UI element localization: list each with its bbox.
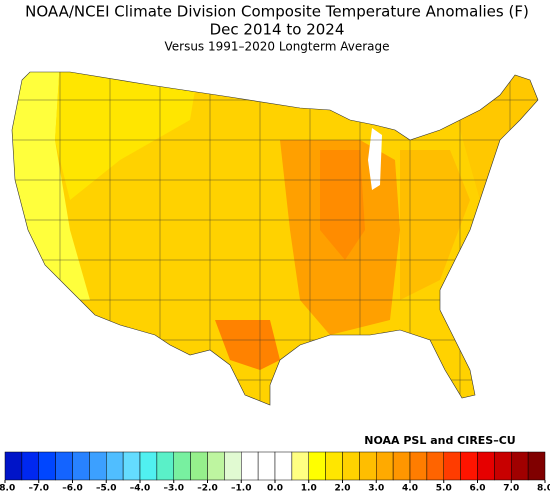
- us-outline: [11, 71, 539, 406]
- color-swatch: [89, 451, 107, 481]
- color-swatch: [325, 451, 343, 481]
- color-swatch: [274, 451, 293, 481]
- lake: [368, 128, 382, 190]
- color-swatch: [106, 451, 124, 481]
- color-swatch: [224, 451, 242, 481]
- credit: NOAA PSL and CIRES–CU: [364, 434, 515, 447]
- tick-label: –5.0: [96, 484, 116, 492]
- tick-label: 1.0: [301, 484, 317, 492]
- tick-label: –4.0: [130, 484, 150, 492]
- region-fill: [215, 320, 280, 370]
- color-swatch: [72, 451, 90, 481]
- color-swatch: [308, 451, 326, 481]
- color-swatch: [392, 451, 411, 481]
- color-swatch: [4, 451, 23, 481]
- color-swatch: [173, 451, 191, 481]
- tick-label: 4.0: [402, 484, 418, 492]
- tick-label: 6.0: [470, 484, 486, 492]
- color-swatch: [527, 451, 546, 481]
- subtitle: Versus 1991–2020 Longterm Average: [164, 40, 389, 54]
- tick-label: 2.0: [335, 484, 351, 492]
- color-swatch: [477, 451, 495, 481]
- color-swatch: [342, 451, 360, 481]
- tick-label: –3.0: [164, 484, 184, 492]
- us-map: [12, 72, 538, 405]
- tick-label: 7.0: [503, 484, 519, 492]
- tick-label: –2.0: [197, 484, 217, 492]
- period: Dec 2014 to 2024: [210, 21, 345, 39]
- color-swatch: [55, 451, 73, 481]
- color-swatch: [257, 451, 276, 481]
- color-swatch: [241, 451, 259, 481]
- color-swatch: [511, 451, 529, 481]
- color-swatch: [376, 451, 394, 481]
- color-swatch: [460, 451, 478, 481]
- color-swatch: [207, 451, 225, 481]
- region-fill: [55, 72, 200, 200]
- region-fill: [400, 150, 470, 300]
- color-swatch: [38, 451, 56, 481]
- tick-label: –6.0: [62, 484, 82, 492]
- color-swatch: [190, 451, 208, 481]
- tick-label: 8.0: [537, 484, 550, 492]
- title: NOAA/NCEI Climate Division Composite Tem…: [25, 3, 529, 21]
- tick-label: 3.0: [368, 484, 384, 492]
- tick-label: 5.0: [436, 484, 452, 492]
- color-swatch: [21, 451, 39, 481]
- color-swatch: [494, 451, 512, 481]
- color-swatch: [426, 451, 444, 481]
- tick-label: –1.0: [231, 484, 251, 492]
- colorbar: –8.0 –7.0 –6.0 –5.0 –4.0 –3.0 –2.0 –1.0 0.0 1.0 2.…: [0, 451, 550, 492]
- tick-label: –8.0: [0, 484, 15, 492]
- region-fill: [320, 150, 365, 260]
- color-swatch: [122, 451, 141, 481]
- color-swatch: [359, 451, 377, 481]
- color-swatch: [291, 451, 309, 481]
- color-swatch: [139, 451, 158, 481]
- color-swatch: [443, 451, 461, 481]
- color-swatch: [156, 451, 174, 481]
- tick-label: –7.0: [29, 484, 49, 492]
- color-swatch: [409, 451, 428, 481]
- tick-label: 0.0: [267, 484, 283, 492]
